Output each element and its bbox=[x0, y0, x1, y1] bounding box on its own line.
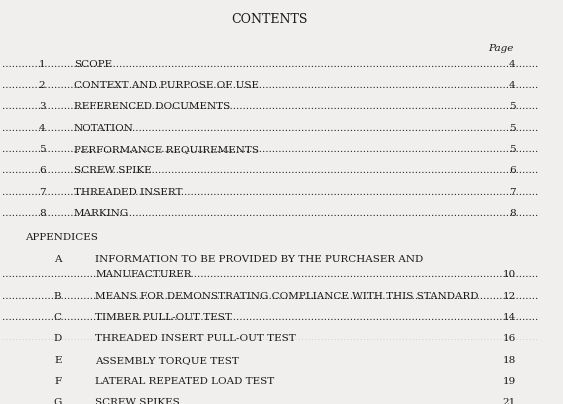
Text: INFORMATION TO BE PROVIDED BY THE PURCHASER AND: INFORMATION TO BE PROVIDED BY THE PURCHA… bbox=[95, 255, 423, 263]
Text: E: E bbox=[54, 356, 61, 365]
Text: 14: 14 bbox=[502, 313, 516, 322]
Text: LATERAL REPEATED LOAD TEST: LATERAL REPEATED LOAD TEST bbox=[95, 377, 275, 386]
Text: 6: 6 bbox=[39, 166, 46, 175]
Text: NOTATION: NOTATION bbox=[74, 124, 134, 133]
Text: 6: 6 bbox=[509, 166, 516, 175]
Text: REFERENCED DOCUMENTS: REFERENCED DOCUMENTS bbox=[74, 102, 230, 111]
Text: 1: 1 bbox=[39, 60, 46, 69]
Text: D: D bbox=[53, 335, 61, 343]
Text: A: A bbox=[54, 255, 61, 263]
Text: 16: 16 bbox=[502, 335, 516, 343]
Text: ................................................................................: ........................................… bbox=[0, 335, 563, 343]
Text: 5: 5 bbox=[509, 102, 516, 111]
Text: 19: 19 bbox=[502, 377, 516, 386]
Text: 7: 7 bbox=[39, 187, 46, 196]
Text: ................................................................................: ........................................… bbox=[0, 292, 563, 301]
Text: 4: 4 bbox=[509, 81, 516, 90]
Text: ................................................................................: ........................................… bbox=[0, 166, 563, 175]
Text: ................................................................................: ........................................… bbox=[0, 270, 563, 280]
Text: ................................................................................: ........................................… bbox=[0, 145, 563, 154]
Text: 12: 12 bbox=[502, 292, 516, 301]
Text: B: B bbox=[54, 292, 61, 301]
Text: 3: 3 bbox=[39, 102, 46, 111]
Text: ................................................................................: ........................................… bbox=[0, 102, 563, 111]
Text: ................................................................................: ........................................… bbox=[0, 377, 563, 386]
Text: 8: 8 bbox=[509, 209, 516, 218]
Text: SCOPE: SCOPE bbox=[74, 60, 112, 69]
Text: 21: 21 bbox=[502, 398, 516, 404]
Text: MEANS FOR DEMONSTRATING COMPLIANCE WITH THIS STANDARD: MEANS FOR DEMONSTRATING COMPLIANCE WITH … bbox=[95, 292, 479, 301]
Text: 5: 5 bbox=[509, 145, 516, 154]
Text: F: F bbox=[55, 377, 61, 386]
Text: CONTEXT AND PURPOSE OF USE: CONTEXT AND PURPOSE OF USE bbox=[74, 81, 259, 90]
Text: 8: 8 bbox=[39, 209, 46, 218]
Text: ................................................................................: ........................................… bbox=[0, 60, 563, 69]
Text: ................................................................................: ........................................… bbox=[0, 81, 563, 90]
Text: ................................................................................: ........................................… bbox=[0, 313, 563, 322]
Text: ................................................................................: ........................................… bbox=[0, 356, 563, 365]
Text: THREADED INSERT: THREADED INSERT bbox=[74, 187, 182, 196]
Text: SCREW SPIKES: SCREW SPIKES bbox=[95, 398, 180, 404]
Text: PERFORMANCE REQUIREMENTS: PERFORMANCE REQUIREMENTS bbox=[74, 145, 259, 154]
Text: SCREW SPIKE: SCREW SPIKE bbox=[74, 166, 151, 175]
Text: 5: 5 bbox=[509, 124, 516, 133]
Text: 4: 4 bbox=[509, 60, 516, 69]
Text: APPENDICES: APPENDICES bbox=[25, 233, 99, 242]
Text: G: G bbox=[53, 398, 61, 404]
Text: TIMBER PULL-OUT TEST: TIMBER PULL-OUT TEST bbox=[95, 313, 232, 322]
Text: THREADED INSERT PULL-OUT TEST: THREADED INSERT PULL-OUT TEST bbox=[95, 335, 296, 343]
Text: ................................................................................: ........................................… bbox=[0, 209, 563, 218]
Text: ASSEMBLY TORQUE TEST: ASSEMBLY TORQUE TEST bbox=[95, 356, 239, 365]
Text: 7: 7 bbox=[509, 187, 516, 196]
Text: ................................................................................: ........................................… bbox=[0, 124, 563, 133]
Text: 2: 2 bbox=[39, 81, 46, 90]
Text: 5: 5 bbox=[39, 145, 46, 154]
Text: 18: 18 bbox=[502, 356, 516, 365]
Text: ................................................................................: ........................................… bbox=[0, 398, 563, 404]
Text: MANUFACTURER: MANUFACTURER bbox=[95, 270, 192, 280]
Text: 10: 10 bbox=[502, 270, 516, 280]
Text: 4: 4 bbox=[39, 124, 46, 133]
Text: Page: Page bbox=[489, 44, 514, 53]
Text: C: C bbox=[53, 313, 61, 322]
Text: MARKING: MARKING bbox=[74, 209, 129, 218]
Text: CONTENTS: CONTENTS bbox=[231, 13, 308, 26]
Text: ................................................................................: ........................................… bbox=[0, 187, 563, 196]
